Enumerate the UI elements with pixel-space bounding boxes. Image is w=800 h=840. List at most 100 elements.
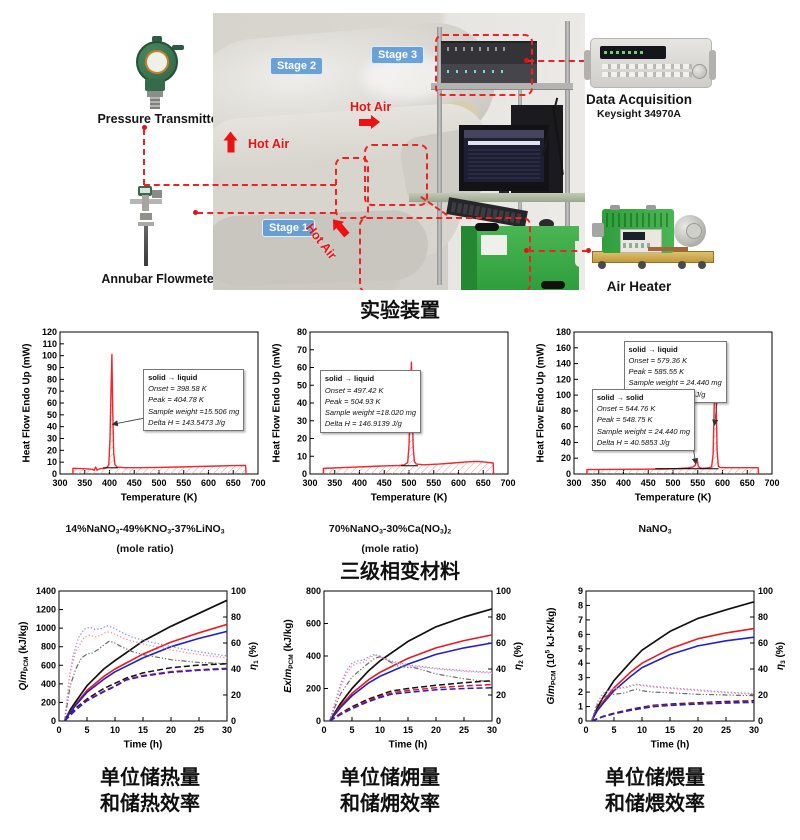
- dsc-caption: 三级相变材料: [340, 561, 460, 583]
- svg-text:550: 550: [690, 478, 705, 488]
- heater-box-side: [461, 226, 477, 290]
- svg-text:80: 80: [758, 612, 768, 622]
- axis-label: Time (h): [123, 739, 163, 751]
- svg-text:10: 10: [110, 725, 120, 735]
- desk: [409, 193, 585, 202]
- svg-text:120: 120: [556, 374, 571, 384]
- af-flange: [138, 222, 154, 226]
- svg-text:6: 6: [578, 629, 583, 639]
- svg-text:60: 60: [758, 638, 768, 648]
- svg-text:450: 450: [127, 478, 142, 488]
- svg-text:20: 20: [561, 453, 571, 463]
- heater-inlet-flange: [592, 223, 604, 237]
- daq-knob: [692, 64, 707, 79]
- rack-post: [565, 21, 570, 285]
- svg-text:600: 600: [306, 619, 321, 629]
- connector-line-pt-h: [144, 184, 336, 186]
- annotation-line: Peak = 404.78 K: [148, 395, 204, 405]
- svg-text:10: 10: [375, 725, 385, 735]
- svg-text:40: 40: [297, 398, 307, 408]
- annotation-line: Sample weight = 24.440 mg: [628, 378, 722, 388]
- sample-formula: NaNO3: [638, 523, 672, 536]
- heater-panel-display: [623, 232, 645, 240]
- heater-pipe: [648, 247, 688, 251]
- svg-text:40: 40: [231, 664, 241, 674]
- annubar-flowmeter-icon: [128, 186, 172, 268]
- svg-text:25: 25: [459, 725, 469, 735]
- svg-text:350: 350: [327, 478, 342, 488]
- svg-text:80: 80: [561, 406, 571, 416]
- heater-sticker: [481, 235, 507, 255]
- svg-text:40: 40: [47, 422, 57, 432]
- svg-text:0: 0: [302, 469, 307, 479]
- svg-text:30: 30: [222, 725, 232, 735]
- annotation-line: Onset = 497.42 K: [324, 385, 384, 395]
- sample-formula: 70%NaNO3-30%Ca(NO3)2: [328, 523, 452, 536]
- svg-text:30: 30: [47, 434, 57, 444]
- svg-text:300: 300: [566, 478, 581, 488]
- axis-label: G/mPCM (105 kJ·K/kg): [544, 607, 558, 705]
- annotation-line: Onset = 579.36 K: [628, 355, 688, 365]
- axis-label: η1 (%): [248, 641, 260, 671]
- dsc-annotation-box: solid → liquid Onset = 398.58 K Peak = 404…: [143, 368, 245, 432]
- svg-text:550: 550: [426, 478, 441, 488]
- heat-storage-chart: 0 5 10 15 20 25 30 0 200 400 600 800 1000 1200 1400 0 20…: [15, 583, 265, 761]
- stage-2-label: Stage 2: [270, 57, 324, 75]
- connector-line-heater: [528, 250, 588, 252]
- svg-text:15: 15: [665, 725, 675, 735]
- axis-label: Temperature (K): [634, 492, 712, 504]
- heater-wheel: [598, 261, 606, 269]
- svg-text:20: 20: [496, 690, 506, 700]
- data-acquisition-icon: [584, 34, 716, 90]
- svg-text:450: 450: [377, 478, 392, 488]
- svg-text:160: 160: [556, 343, 571, 353]
- svg-text:30: 30: [749, 725, 759, 735]
- annotation-line: Peak = 585.55 K: [628, 367, 685, 377]
- svg-text:40: 40: [561, 437, 571, 447]
- svg-text:600: 600: [451, 478, 466, 488]
- heater-cap: [610, 205, 620, 210]
- chart-canvas: 300 350 400 450 500 550 600 650 700 0 10 20 30 40 50 60…: [297, 327, 516, 488]
- svg-text:400: 400: [41, 679, 56, 689]
- heater-blower-inlet: [686, 223, 702, 239]
- svg-text:20: 20: [231, 690, 241, 700]
- svg-text:400: 400: [616, 478, 631, 488]
- svg-text:80: 80: [231, 612, 241, 622]
- caption-line: 和储㶲效率: [340, 793, 440, 815]
- svg-text:0: 0: [496, 716, 501, 726]
- af-hex: [140, 213, 152, 220]
- highlight-box-sensor-small: [335, 157, 369, 219]
- svg-text:7: 7: [578, 615, 583, 625]
- annotation-line: solid → liquid: [628, 344, 678, 354]
- annotation-line: Peak = 548.75 K: [596, 415, 653, 425]
- svg-text:0: 0: [316, 716, 321, 726]
- pt-knob: [152, 36, 162, 42]
- svg-text:15: 15: [403, 725, 413, 735]
- svg-text:10: 10: [47, 457, 57, 467]
- axis-label: η3 (%): [775, 641, 787, 671]
- svg-text:140: 140: [556, 359, 571, 369]
- svg-text:600: 600: [41, 660, 56, 670]
- sample-formula: 14%NaNO3-49%KNO3-37%LiNO3: [65, 523, 225, 536]
- svg-text:350: 350: [591, 478, 606, 488]
- svg-text:450: 450: [641, 478, 656, 488]
- af-sidebox: [152, 190, 162, 198]
- svg-text:100: 100: [556, 390, 571, 400]
- screen-data-grid: [468, 149, 540, 179]
- axis-label: Heat Flow Endo Up (mW): [21, 343, 33, 463]
- svg-text:0: 0: [52, 469, 57, 479]
- svg-text:2: 2: [578, 687, 583, 697]
- svg-text:20: 20: [758, 690, 768, 700]
- svg-text:800: 800: [41, 642, 56, 652]
- air-heater-icon: [590, 203, 718, 271]
- connector-dot: [586, 248, 591, 253]
- sample-note: (mole ratio): [361, 542, 419, 555]
- svg-text:400: 400: [306, 651, 321, 661]
- svg-text:600: 600: [201, 478, 216, 488]
- svg-text:8: 8: [578, 600, 583, 610]
- axis-label: Temperature (K): [120, 492, 198, 504]
- svg-text:70: 70: [47, 386, 57, 396]
- svg-text:60: 60: [231, 638, 241, 648]
- svg-text:1: 1: [578, 702, 583, 712]
